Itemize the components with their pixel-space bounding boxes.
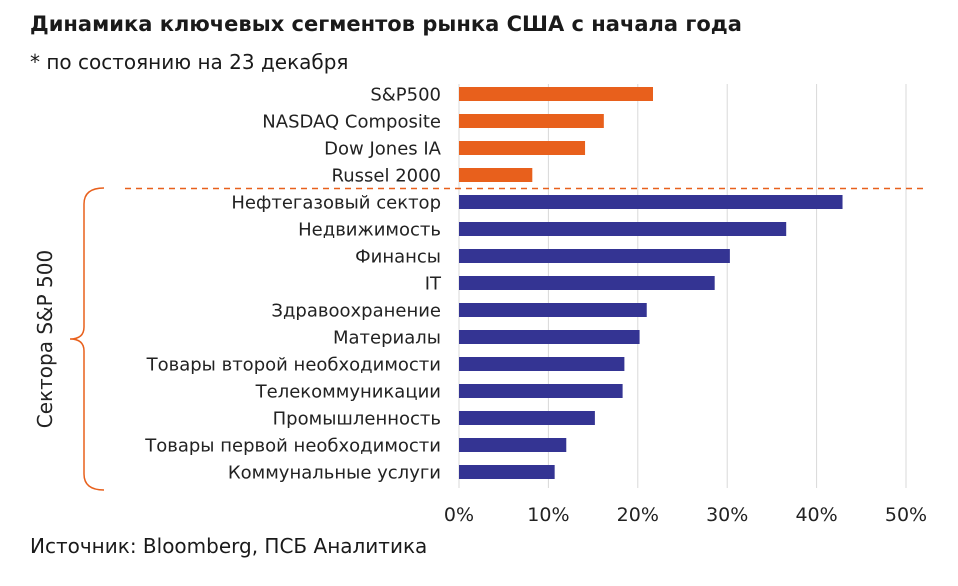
x-tick-label: 0% <box>444 504 474 526</box>
category-label: Здравоохранение <box>271 301 441 322</box>
bracket <box>69 187 105 491</box>
x-tick-label: 30% <box>706 504 748 526</box>
category-label: Товары первой необходимости <box>144 436 441 457</box>
bar <box>459 222 787 236</box>
category-label: Промышленность <box>273 409 441 430</box>
bar <box>459 168 533 182</box>
bar <box>459 330 640 344</box>
bar <box>459 114 604 128</box>
chart-subtitle: * по состоянию на 23 декабря <box>30 50 349 74</box>
category-label: IT <box>425 274 442 295</box>
x-tick-label: 10% <box>527 504 569 526</box>
bar <box>459 87 653 101</box>
bar <box>459 303 647 317</box>
bar <box>459 195 843 209</box>
bar <box>459 438 567 452</box>
x-tick-labels: 0% 10% 20% 30% 40% 50% <box>444 504 927 526</box>
x-tick-label: 40% <box>795 504 837 526</box>
x-tick-label: 50% <box>885 504 927 526</box>
bar <box>459 384 623 398</box>
bar <box>459 141 586 155</box>
bar <box>459 465 555 479</box>
category-label: Нефтегазовый сектор <box>231 193 441 214</box>
bars <box>459 87 843 479</box>
group-label: Сектора S&P 500 <box>33 250 57 428</box>
source-note: Источник: Bloomberg, ПСБ Аналитика <box>30 534 428 558</box>
category-label: Dow Jones IA <box>324 139 442 160</box>
sector-bracket: Сектора S&P 500 <box>33 187 105 491</box>
category-label: Товары второй необходимости <box>146 355 441 376</box>
category-label: Материалы <box>333 328 441 349</box>
category-label: Телекоммуникации <box>255 382 441 403</box>
category-label: S&P500 <box>370 85 441 106</box>
chart-title: Динамика ключевых сегментов рынка США с … <box>30 12 742 36</box>
bar <box>459 411 595 425</box>
category-label: NASDAQ Composite <box>262 112 441 133</box>
category-labels: S&P500 NASDAQ Composite Dow Jones IA Russel… <box>144 85 442 484</box>
category-label: Недвижимость <box>298 220 441 241</box>
x-tick-label: 20% <box>617 504 659 526</box>
bar <box>459 249 730 263</box>
bar <box>459 357 625 371</box>
bar <box>459 276 715 290</box>
category-label: Финансы <box>355 247 441 268</box>
category-label: Russel 2000 <box>332 166 441 187</box>
category-label: Коммунальные услуги <box>228 463 441 484</box>
